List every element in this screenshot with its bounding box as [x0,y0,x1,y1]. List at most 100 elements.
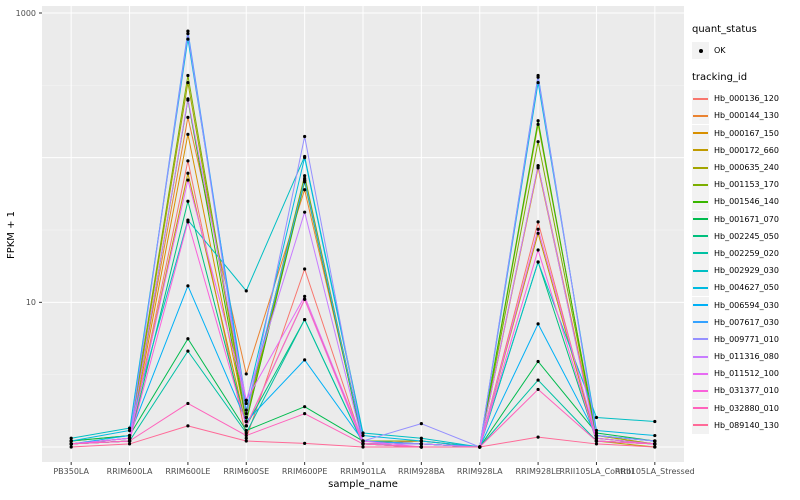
line-swatch-icon [693,132,708,135]
data-point [303,210,307,214]
legend-item-label: Hb_000635_240 [714,163,779,173]
legend-item-label: Hb_002259_020 [714,248,779,258]
data-point [361,431,365,435]
legend-item-label: Hb_011512_100 [714,369,779,379]
data-point [536,164,540,168]
y-tick-label: 10 [26,298,36,307]
data-point [361,439,365,443]
data-point [594,442,599,446]
data-point [303,317,307,322]
data-point [186,178,190,182]
legend-item-label: Hb_000172_660 [714,145,779,155]
legend-item: Hb_002929_030 [692,262,798,280]
data-point [653,439,657,443]
legend-item: Hb_001153_170 [692,176,798,194]
data-point [69,439,73,443]
legend-key-box [692,107,709,125]
data-point [244,372,248,376]
legend-item-label: Hb_001546_140 [714,197,779,207]
legend-item-label: Hb_009771_010 [714,334,779,344]
data-point [127,439,132,443]
data-point [419,445,423,449]
legend-tracking-items: Hb_000136_120 Hb_000144_130 Hb_000167_150 H… [692,90,798,434]
data-point [244,428,248,433]
x-axis-title: sample_name [328,479,398,490]
legend-key-box [692,365,709,383]
legend-item: Hb_001671_070 [692,210,798,228]
data-point [361,445,365,449]
line-swatch-icon [693,355,708,358]
data-point [244,401,248,406]
legend-key-box [692,416,709,434]
data-point [594,415,599,420]
legend-item-label: Hb_000136_120 [714,94,779,104]
data-point [653,419,657,424]
legend-item: Hb_000144_130 [692,107,798,125]
data-point [478,445,482,449]
legend-item-label: Hb_089140_130 [714,420,779,430]
legend-item: Hb_000167_150 [692,124,798,142]
line-swatch-icon [693,407,708,410]
legend-item-label: Hb_006594_030 [714,300,779,310]
legend-item-label: Hb_001153_170 [714,180,779,190]
data-point [244,412,248,416]
data-point [536,260,540,264]
legend-item: Hb_089140_130 [692,416,798,434]
data-point [244,436,248,440]
legend-item-label: Hb_002929_030 [714,266,779,276]
data-point [653,433,657,438]
data-point [303,294,307,298]
data-point [419,439,423,443]
legend-key-box [692,330,709,348]
data-point [127,436,132,440]
data-point [186,73,190,78]
data-point [536,435,540,439]
data-point [303,267,307,271]
data-point [419,422,423,426]
data-point [361,442,365,446]
point-icon [698,48,703,53]
data-point [244,419,248,424]
legend-item-label: Hb_000144_130 [714,111,779,121]
legend-item-ok: OK [692,42,798,60]
legend-item: Hb_000172_660 [692,141,798,159]
data-point [303,358,307,362]
data-point [244,408,248,412]
data-point [536,387,540,392]
data-point [127,426,132,430]
legend-item: Hb_011316_080 [692,348,798,366]
data-point [244,439,248,443]
legend-item: Hb_006594_030 [692,296,798,314]
line-swatch-icon [693,149,708,152]
line-swatch-icon [693,389,708,392]
data-point [186,132,190,136]
legend-key-box [692,313,709,331]
x-tick-label: RRIM901LA [340,467,386,476]
legend-key-box [692,382,709,400]
line-swatch-icon [693,424,708,427]
data-point [419,436,423,440]
legend-key-box [692,90,709,108]
data-point [186,284,190,288]
data-point [536,81,540,85]
legend-item: Hb_002245_050 [692,227,798,245]
legend-item: Hb_000635_240 [692,159,798,177]
legend-item: Hb_002259_020 [692,244,798,262]
line-swatch-icon [693,218,708,221]
legend-key-box [692,42,709,60]
data-point [244,415,248,420]
data-point [303,188,307,192]
line-swatch-icon [693,304,708,307]
data-point [303,134,307,139]
data-point [186,171,190,175]
data-point [361,433,365,438]
data-point [186,159,190,163]
data-point [653,442,657,446]
data-point [69,436,73,440]
line-swatch-icon [693,114,708,117]
data-point [186,220,190,224]
legend-key-box [692,279,709,297]
data-point [244,431,248,435]
data-point [594,439,599,443]
